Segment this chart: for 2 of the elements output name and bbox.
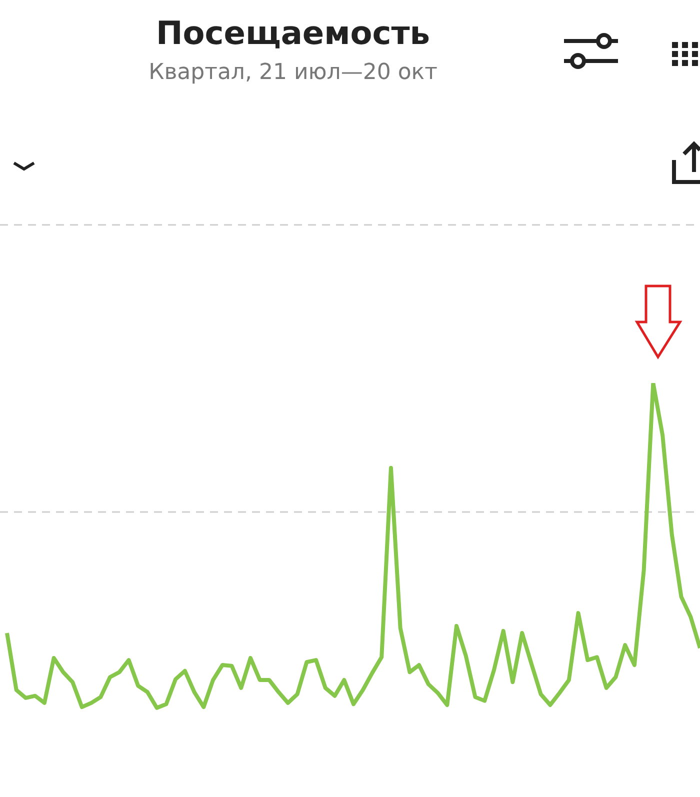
chart-subtitle: Квартал, 21 июл—20 окт	[148, 60, 438, 85]
chart-title: Посещаемость	[155, 14, 431, 52]
